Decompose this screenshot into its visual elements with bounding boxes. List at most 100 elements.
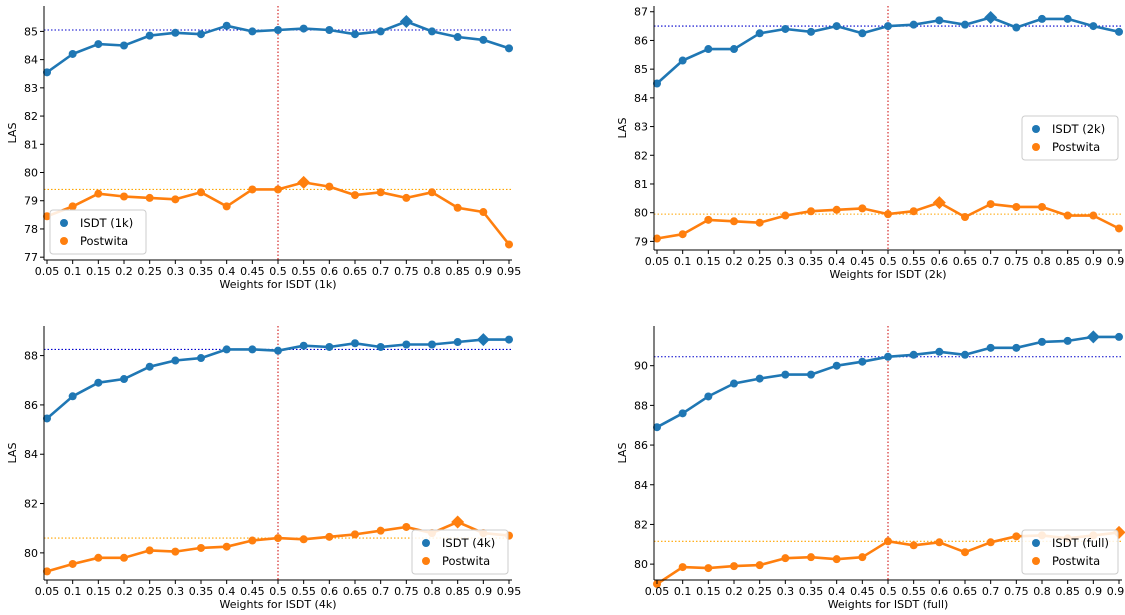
x-tick-label: 0.75 [1004,585,1029,598]
x-tick-label: 0.1 [64,265,82,278]
data-point [274,25,282,34]
y-tick-label: 82 [634,149,648,162]
x-tick-label: 0.75 [394,265,419,278]
data-point [145,31,154,40]
x-tick-label: 0.7 [982,585,1000,598]
data-point [1012,23,1021,32]
data-point [986,200,995,209]
data-point [248,185,257,194]
y-tick-label: 80 [24,167,38,180]
data-point [909,350,918,359]
data-point [171,195,180,204]
y-tick-label: 80 [24,547,38,560]
y-tick-label: 87 [634,6,648,19]
x-tick-label: 0.4 [218,265,236,278]
data-point [961,20,969,29]
data-point [832,22,841,31]
x-tick-label: 0.1 [64,585,82,598]
x-tick-label: 0.05 [645,585,670,598]
y-tick-label: 84 [634,479,648,492]
data-point [325,532,334,541]
y-tick-label: 81 [24,138,38,151]
y-tick-label: 86 [634,439,648,452]
best-point-marker [1112,525,1125,539]
data-point [935,347,944,356]
data-point [376,526,385,535]
data-point [120,41,128,50]
y-tick-label: 82 [24,110,38,123]
x-tick-label: 0.65 [953,255,978,268]
legend: ISDT (4k) Postwita [411,529,509,575]
data-point [807,370,815,379]
data-point [376,342,385,351]
x-tick-label: 0.2 [115,585,133,598]
legend-marker [422,539,430,547]
y-tick-label: 82 [24,498,38,511]
data-point [94,378,103,387]
x-tick-label: 0.95 [1107,255,1125,268]
legend: ISDT (1k) Postwita [49,209,147,255]
y-axis-label: LAS [616,443,629,464]
data-point [678,230,687,239]
data-point [325,342,334,351]
data-point [120,553,128,562]
data-point [68,559,77,568]
x-tick-label: 0.85 [445,265,470,278]
data-point [505,335,513,344]
data-point [145,193,154,202]
legend-marker [1032,539,1040,547]
data-point [505,44,513,53]
data-point [884,22,892,31]
x-tick-label: 0.9 [1085,255,1103,268]
x-tick-label: 0.6 [321,585,339,598]
y-tick-label: 85 [634,63,648,76]
y-tick-label: 80 [634,558,648,571]
data-point [402,522,411,531]
y-tick-label: 83 [24,82,38,95]
legend-label: ISDT (1k) [80,216,133,230]
x-tick-label: 0.95 [1107,585,1125,598]
data-point [807,207,815,216]
data-point [730,45,738,54]
x-tick-label: 0.5 [879,255,897,268]
data-point [1089,22,1098,31]
x-tick-label: 0.65 [343,585,368,598]
data-point [94,553,103,562]
data-point [704,564,713,573]
x-tick-label: 0.55 [291,585,316,598]
x-axis-label: Weights for ISDT (full) [828,598,949,611]
data-point [781,24,790,33]
data-point [145,546,154,555]
data-point [376,27,385,36]
data-point [351,530,359,539]
y-tick-label: 77 [24,251,38,264]
data-point [43,212,51,221]
y-tick-label: 80 [634,207,648,220]
x-tick-label: 0.05 [35,585,60,598]
data-point [402,193,411,202]
x-tick-label: 0.8 [1033,585,1051,598]
x-tick-label: 0.45 [240,265,265,278]
data-point [909,207,918,216]
x-tick-label: 0.8 [423,265,441,278]
x-tick-label: 0.8 [423,585,441,598]
data-point [730,217,738,226]
data-point [197,188,205,197]
x-tick-label: 0.4 [828,255,846,268]
data-point [1115,332,1123,341]
best-point-marker [476,333,490,347]
legend-marker [60,219,68,227]
x-tick-label: 0.3 [777,585,795,598]
x-tick-label: 0.3 [167,265,185,278]
data-point [222,202,231,211]
x-tick-label: 0.95 [497,585,522,598]
x-tick-label: 0.85 [445,585,470,598]
y-axis-label: LAS [6,123,19,144]
y-axis-label: LAS [616,118,629,139]
data-point [807,553,815,562]
legend-marker [422,557,430,565]
data-point [1063,336,1072,345]
data-point [428,188,436,197]
data-point [1089,211,1098,220]
data-point [43,414,51,423]
